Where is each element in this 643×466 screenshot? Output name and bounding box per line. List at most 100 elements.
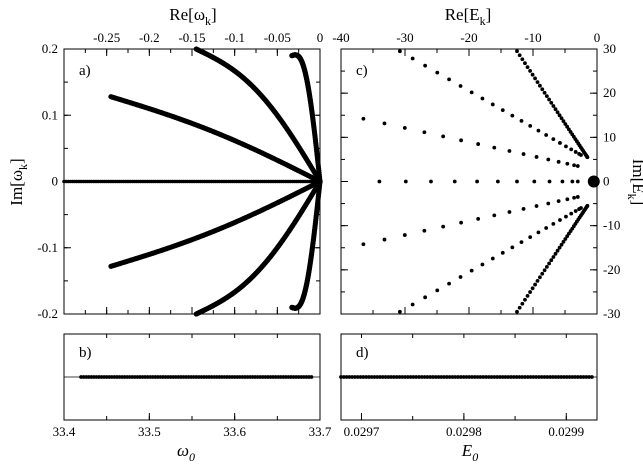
panel-b-x-tick-label: 33.5 [138,424,161,439]
panel-b-x-tick-label: 33.7 [309,424,332,439]
panel-d-point [545,375,550,379]
panel-c-point [556,199,561,204]
panel-d-point [386,375,391,379]
panel-c-point [492,145,497,150]
panel-a-point [317,178,323,185]
panel-d-point [431,375,435,379]
panel-c-point [532,179,537,184]
panel-d-point [503,375,508,379]
panel-c-point [458,275,463,279]
panel-c-point [561,239,566,244]
panel-c-point [570,179,575,184]
panel-c-point [469,90,474,95]
panel-c-point [544,133,549,137]
panel-c-point [361,242,366,247]
panel-c-point [544,94,549,99]
panel-c-point [585,155,590,160]
panel-c-point [533,76,537,81]
panel-d-point [470,375,474,379]
panel-d-point [350,375,355,379]
panel-c-point [549,100,554,105]
panel-d: 0.0297 0.0298 0.0299 d) E0 [339,333,598,464]
panel-d-point [450,375,455,379]
panel-c-y-tick-label: 0 [603,174,610,189]
panel-d-point [433,375,438,379]
panel-d-point [445,375,449,379]
panel-c-point [469,268,474,273]
panel-d-point [419,375,424,379]
panel-c-point [553,107,558,112]
panel-c-point [579,153,583,157]
panel-d-point [392,375,396,379]
panel-c-point [429,179,433,184]
panel-d-point [380,375,385,379]
panel-c-y-tick-label: 10 [603,129,616,144]
panel-d-point [509,375,513,379]
panel-c-point [515,49,519,54]
panel-b-label: b) [79,345,92,361]
panel-d-point [587,375,591,379]
panel-d-point [439,375,444,379]
panel-d-point [406,375,410,379]
panel-c-point [556,159,561,164]
panel-c-point [575,164,580,168]
panel-c-point [558,141,562,145]
panel-d-point [584,375,589,379]
panel-d-point [548,375,552,379]
panel-d-point [436,375,441,379]
panel-c-point [410,56,415,61]
panel-d-point [341,375,346,379]
panel-c-point [528,123,533,128]
panel-c-point [459,220,463,225]
panel-d-point [355,375,360,379]
panel-d-point [378,375,382,379]
panel-a-x-tick-label: 0 [317,30,324,45]
panel-c-point [547,97,551,102]
panel-a-x-tick-label: -0.2 [139,30,160,45]
panel-c-point [435,70,440,75]
panel-c-point [410,302,415,307]
panel-d-point [523,375,527,379]
panel-c-point [517,305,522,310]
panel-c-point [397,309,402,314]
panel-c-point [557,245,562,250]
panel-d-point [556,375,561,379]
panel-d-point [422,375,427,379]
panel-c-point [585,203,590,208]
panel-c-point [572,163,577,168]
panel-d-point [472,375,477,379]
panel-c-x-tick-label: -20 [460,30,477,45]
panel-c-point [551,255,556,259]
panel-c-y-tick-label: -20 [603,262,620,277]
panel-c-point [540,271,545,276]
panel-d-point [495,375,500,379]
panel-d-x-tick-label: 0.0298 [446,424,482,439]
panel-d-point [353,375,357,379]
panel-c-point [551,137,556,142]
panel-d-point [408,375,413,379]
panel-c-point [530,72,535,77]
panel-d-point [559,375,564,379]
panel-c-point [402,126,407,130]
panel-b-x-axis-title: ω0 [177,441,195,464]
panel-d-point [570,375,575,379]
panel-a-x-tick-label: -0.25 [93,30,120,45]
panel-c-point [546,201,551,206]
panel-c-point [575,179,580,184]
panel-c-point [536,128,541,133]
panel-c-point [565,197,570,202]
panel-d-point [581,375,586,379]
panel-c-point [547,261,551,266]
panel-c-point [490,102,495,107]
panel-d-point [481,375,486,379]
panel-c-point [540,87,545,92]
panel-a-top-axis-title: Re[ωk] [169,5,216,28]
panel-d-point [366,375,371,379]
panel-d-point [467,375,472,379]
panel-c-point [528,235,533,240]
panel-c-x-tick-label: -10 [524,30,541,45]
panel-c-point [521,207,526,211]
panel-d-point [458,375,463,379]
panel-d-point [517,375,522,379]
